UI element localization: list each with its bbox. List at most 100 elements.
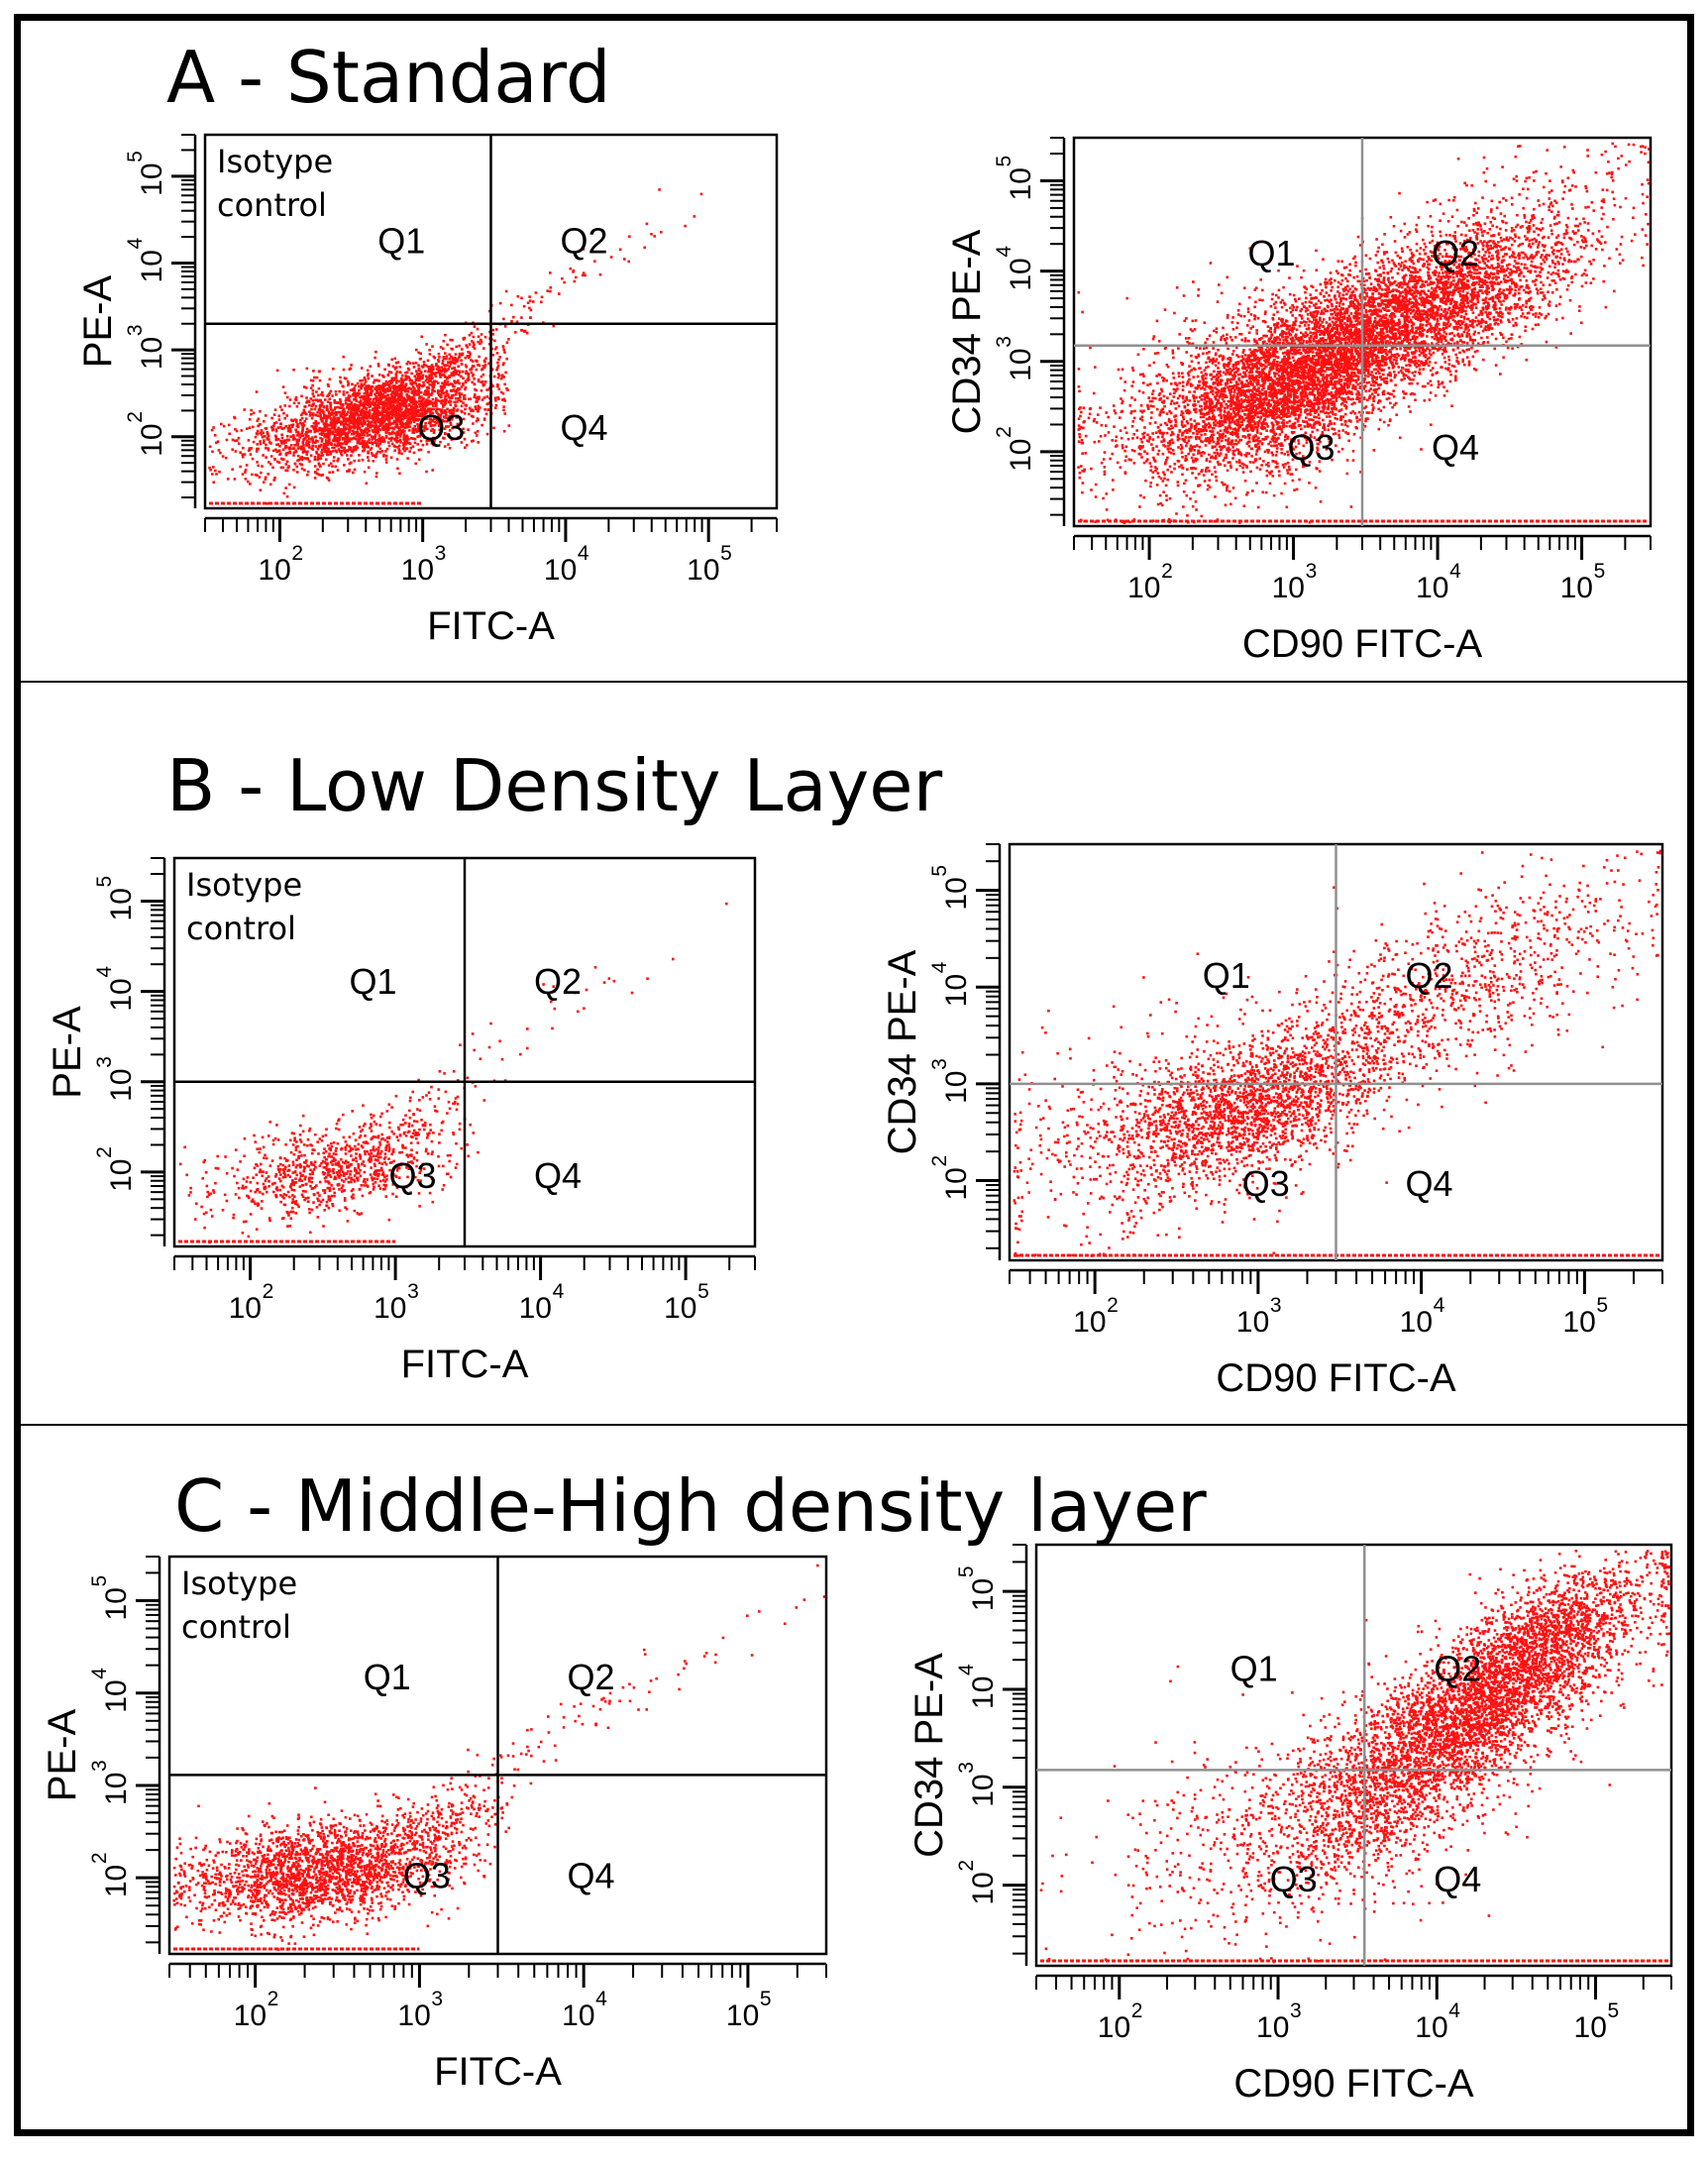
data-point — [411, 408, 414, 412]
data-point — [358, 426, 362, 429]
data-point — [397, 409, 401, 413]
data-point — [437, 360, 441, 364]
data-point — [1202, 451, 1205, 454]
data-point — [438, 356, 441, 359]
data-point — [323, 432, 327, 436]
data-point — [350, 461, 353, 465]
data-point — [363, 405, 366, 408]
data-point — [494, 346, 498, 349]
data-point — [1309, 331, 1312, 334]
data-point — [1199, 410, 1203, 414]
data-point — [302, 457, 306, 460]
data-point — [450, 411, 454, 415]
data-point — [501, 363, 505, 367]
data-point — [516, 294, 520, 298]
data-point — [338, 443, 341, 447]
data-point — [280, 433, 283, 437]
data-point — [343, 425, 347, 429]
data-point — [364, 420, 367, 423]
data-point — [357, 418, 360, 421]
data-point — [282, 442, 285, 445]
data-point — [351, 414, 355, 417]
data-point — [1182, 417, 1186, 421]
data-point — [453, 384, 456, 388]
data-point — [1322, 395, 1326, 398]
data-point — [1313, 404, 1316, 408]
data-point — [1322, 340, 1326, 344]
data-point — [349, 416, 352, 420]
data-point — [465, 443, 469, 447]
data-point — [468, 406, 472, 410]
data-point — [1242, 463, 1245, 467]
data-point — [1353, 311, 1357, 315]
data-point — [294, 418, 298, 422]
data-point — [302, 424, 306, 427]
data-point — [393, 399, 396, 402]
data-point — [346, 449, 350, 452]
data-point — [494, 399, 497, 402]
data-point — [1397, 366, 1401, 369]
data-point — [453, 358, 457, 362]
data-point — [627, 260, 630, 264]
data-point — [414, 408, 417, 412]
data-point — [1393, 376, 1397, 379]
data-point — [464, 387, 467, 391]
data-point — [462, 401, 465, 404]
data-point — [417, 351, 420, 355]
data-point — [458, 344, 461, 348]
data-point — [497, 358, 500, 362]
data-point — [1256, 442, 1260, 445]
data-point — [1208, 486, 1212, 488]
data-point — [1174, 418, 1177, 421]
data-point — [329, 407, 333, 411]
data-point — [460, 385, 464, 388]
data-point — [1288, 357, 1291, 360]
data-point — [382, 437, 385, 441]
data-point — [381, 427, 385, 430]
data-point — [416, 443, 419, 446]
data-point — [314, 404, 318, 408]
data-point — [472, 360, 475, 363]
data-point — [325, 446, 328, 450]
data-point — [300, 413, 303, 417]
data-point — [376, 426, 380, 429]
data-point — [1201, 440, 1204, 444]
data-point — [370, 452, 374, 455]
data-point — [379, 440, 383, 443]
data-point — [315, 376, 319, 379]
data-point — [410, 411, 414, 415]
data-point — [1123, 449, 1126, 453]
data-point — [1174, 407, 1178, 410]
data-point — [356, 412, 359, 415]
data-point — [322, 422, 326, 425]
data-point — [394, 412, 398, 415]
data-point — [301, 434, 304, 437]
data-point — [360, 431, 364, 434]
data-point — [405, 434, 409, 438]
data-point — [308, 446, 311, 449]
data-point — [327, 393, 330, 396]
data-point — [368, 433, 372, 437]
data-point — [459, 395, 462, 399]
data-point — [344, 433, 348, 437]
data-point — [419, 412, 422, 415]
data-point — [1256, 317, 1260, 320]
data-point — [291, 438, 295, 441]
data-point — [1408, 381, 1411, 385]
data-point — [335, 433, 339, 436]
data-point — [406, 418, 409, 422]
quadrant-label-q4: Q4 — [561, 407, 608, 448]
data-point — [408, 412, 411, 415]
data-point — [1269, 368, 1273, 372]
data-point — [383, 409, 387, 413]
data-point — [337, 448, 341, 451]
data-point — [320, 409, 323, 412]
data-point — [373, 412, 375, 415]
data-point — [311, 436, 314, 439]
data-point — [1161, 376, 1164, 379]
data-point — [1131, 437, 1134, 440]
data-point — [1380, 351, 1384, 354]
data-point — [395, 425, 399, 428]
data-point — [446, 393, 450, 396]
data-point — [364, 378, 367, 381]
